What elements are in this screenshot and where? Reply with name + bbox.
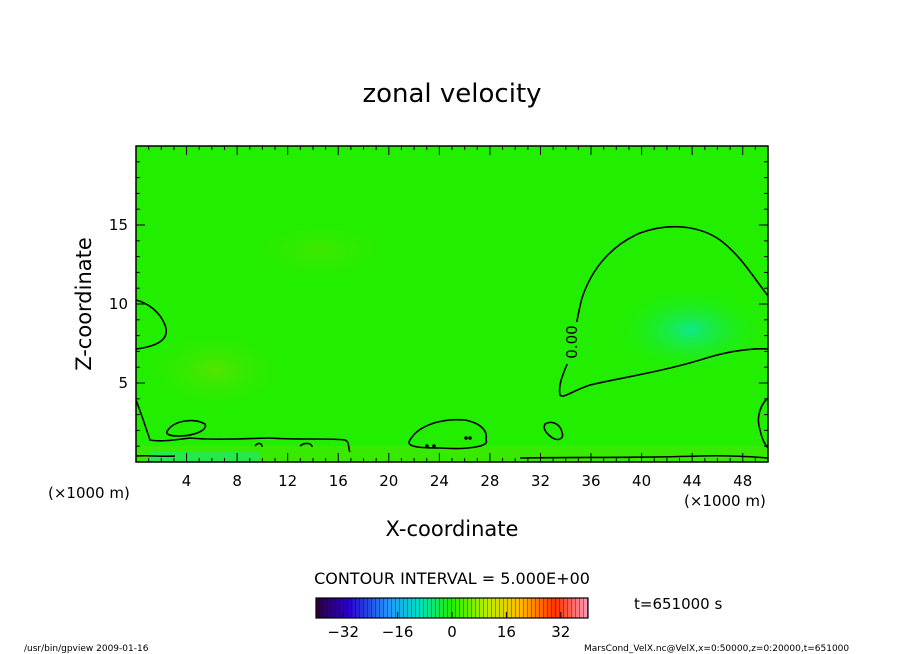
footer-right: MarsCond_VelX.nc@VelX,x=0:50000,z=0:2000… <box>584 644 849 654</box>
contour-line <box>408 418 488 450</box>
time-text: t=651000 s <box>634 595 722 613</box>
colorbar-ticks: −32 −16 0 16 32 <box>327 612 570 641</box>
x-tick-label: 20 <box>379 472 398 490</box>
x-tick-label: 32 <box>531 472 550 490</box>
colorbar-tick-label: 16 <box>497 623 516 641</box>
contour-line <box>135 399 351 453</box>
plot-area: 0.00 <box>135 145 770 463</box>
x-unit-right: (×1000 m) <box>684 492 766 510</box>
contour-line <box>254 442 263 448</box>
contour-dot <box>464 436 468 440</box>
contour-dot <box>425 444 429 448</box>
contour-label-mask <box>563 322 579 364</box>
y-axis-label: Z-coordinate <box>72 237 96 371</box>
x-unit-left: (×1000 m) <box>48 484 130 502</box>
x-tick-label: 40 <box>632 472 651 490</box>
x-tick-label: 8 <box>232 472 242 490</box>
colorbar-tick-label: 0 <box>447 623 457 641</box>
y-tick-label: 15 <box>109 216 128 234</box>
x-axis-label: X-coordinate <box>386 517 519 541</box>
footer-left: /usr/bin/gpview 2009-01-16 <box>24 644 149 654</box>
x-tick-label: 48 <box>733 472 752 490</box>
contour-dot <box>432 444 436 448</box>
x-tick-label: 4 <box>182 472 192 490</box>
negative-region-shading <box>610 285 770 375</box>
positive-region-shading <box>135 325 295 415</box>
x-tick-label: 28 <box>480 472 499 490</box>
x-tick-label: 12 <box>278 472 297 490</box>
x-tick-label: 16 <box>329 472 348 490</box>
contour-line <box>519 454 769 459</box>
x-tick-label: 36 <box>581 472 600 490</box>
x-tick-label: 44 <box>683 472 702 490</box>
contour-line <box>757 397 769 449</box>
colorbar-tick-label: −32 <box>327 623 359 641</box>
y-tick-label: 10 <box>109 295 128 313</box>
contour-label: 0.00 <box>563 325 581 358</box>
x-tick-label: 24 <box>430 472 449 490</box>
surface-negative-shading <box>150 452 260 462</box>
colorbar-tick-label: −16 <box>382 623 414 641</box>
contour-dots <box>425 436 472 448</box>
x-axis-ticks: 4 8 12 16 20 24 28 32 36 40 44 48 <box>148 146 756 490</box>
y-tick-label: 5 <box>118 374 128 392</box>
contour-line <box>135 454 176 458</box>
contour-interval-text: CONTOUR INTERVAL = 5.000E+00 <box>314 569 590 588</box>
chart-title: zonal velocity <box>362 79 541 109</box>
contour-dot <box>468 436 472 440</box>
contour-line <box>135 299 167 350</box>
colorbar-tick-label: 32 <box>551 623 570 641</box>
colorbar-stripes <box>316 598 588 618</box>
contour-line <box>543 421 564 441</box>
y-axis-ticks: 5 10 15 <box>109 161 768 447</box>
contour-line <box>165 419 207 437</box>
colorbar: −32 −16 0 16 32 <box>315 597 589 641</box>
contour-line <box>299 442 313 448</box>
positive-region-shading <box>230 215 410 285</box>
